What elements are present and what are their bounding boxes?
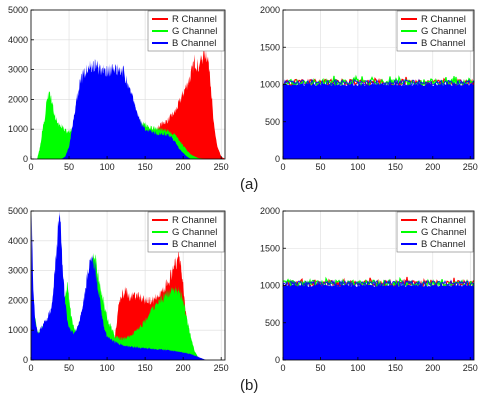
legend-label-r-channel: R Channel — [172, 215, 217, 226]
x-tick-label: 50 — [64, 162, 74, 172]
y-tick-label: 1500 — [260, 42, 280, 52]
x-tick-label: 150 — [138, 363, 153, 373]
x-tick-label: 100 — [100, 162, 115, 172]
y-tick-label: 5000 — [8, 5, 28, 15]
chart-b-encrypted: 0 50 100 150 200 250 0 500 1000 1500 2000 R Channel… — [260, 206, 478, 373]
y-tick-label: 1000 — [8, 124, 28, 134]
y-tick-label: 2000 — [8, 94, 28, 104]
x-tick-label: 250 — [463, 162, 478, 172]
chart-a-encrypted: 0 50 100 150 200 250 0 500 1000 1500 2000 R Channel… — [260, 5, 478, 172]
axes-frame — [30, 9, 226, 160]
x-tick-label: 150 — [388, 363, 403, 373]
y-tick-label: 1500 — [260, 243, 280, 253]
y-tick-label: 500 — [265, 117, 280, 127]
caption-b: (b) — [240, 377, 259, 394]
series-b-channel — [31, 59, 225, 159]
x-tick-label: 50 — [315, 162, 325, 172]
legend-label-g-channel: G Channel — [172, 227, 217, 238]
y-tick-label: 3000 — [8, 65, 28, 75]
x-tick-label: 150 — [138, 162, 153, 172]
series-r-channel — [31, 47, 225, 159]
y-tick-label: 0 — [275, 355, 280, 365]
legend-label-g-channel: G Channel — [421, 26, 466, 37]
x-tick-label: 200 — [176, 363, 191, 373]
y-tick-label: 0 — [23, 355, 28, 365]
chart-b-original: 0 50 100 150 200 250 0 1000 2000 3000 4000 5000 R Ch… — [8, 206, 229, 373]
x-tick-label: 100 — [350, 162, 365, 172]
series-b-channel — [283, 83, 474, 159]
x-tick-label: 100 — [100, 363, 115, 373]
legend-label-b-channel: B Channel — [172, 239, 216, 250]
x-tick-label: 250 — [214, 162, 229, 172]
x-tick-label: 100 — [350, 363, 365, 373]
series-b-channel — [31, 211, 225, 360]
x-tick-label: 0 — [280, 162, 285, 172]
y-tick-label: 1000 — [260, 281, 280, 291]
y-tick-label: 0 — [275, 154, 280, 164]
legend-label-g-channel: G Channel — [421, 227, 466, 238]
legend-label-b-channel: B Channel — [421, 38, 465, 49]
x-tick-label: 200 — [176, 162, 191, 172]
y-tick-label: 5000 — [8, 206, 28, 216]
y-tick-label: 500 — [265, 318, 280, 328]
y-tick-label: 2000 — [260, 206, 280, 216]
x-tick-label: 200 — [425, 162, 440, 172]
legend-label-r-channel: R Channel — [421, 215, 466, 226]
x-tick-label: 50 — [315, 363, 325, 373]
legend-label-r-channel: R Channel — [421, 14, 466, 25]
y-tick-label: 3000 — [8, 266, 28, 276]
series-b-channel-noise — [282, 279, 475, 289]
x-tick-label: 0 — [28, 363, 33, 373]
x-tick-label: 250 — [463, 363, 478, 373]
x-tick-label: 200 — [425, 363, 440, 373]
y-tick-label: 1000 — [8, 325, 28, 335]
axes-frame — [30, 210, 226, 361]
y-tick-label: 1000 — [260, 80, 280, 90]
x-tick-label: 250 — [214, 363, 229, 373]
legend-label-b-channel: B Channel — [421, 239, 465, 250]
x-tick-label: 0 — [280, 363, 285, 373]
series-b-channel — [283, 284, 474, 360]
series-b-channel-noise — [282, 78, 475, 87]
legend-label-b-channel: B Channel — [172, 38, 216, 49]
y-tick-label: 2000 — [8, 295, 28, 305]
y-tick-label: 2000 — [260, 5, 280, 15]
legend-label-g-channel: G Channel — [172, 26, 217, 37]
x-tick-label: 0 — [28, 162, 33, 172]
legend-label-r-channel: R Channel — [172, 14, 217, 25]
y-tick-label: 4000 — [8, 35, 28, 45]
caption-a: (a) — [240, 176, 259, 193]
chart-a-original: 0 50 100 150 200 250 0 1000 2000 3000 4000 5000 R Ch… — [8, 5, 229, 172]
x-tick-label: 150 — [388, 162, 403, 172]
y-tick-label: 4000 — [8, 236, 28, 246]
y-tick-label: 0 — [23, 154, 28, 164]
x-tick-label: 50 — [64, 363, 74, 373]
